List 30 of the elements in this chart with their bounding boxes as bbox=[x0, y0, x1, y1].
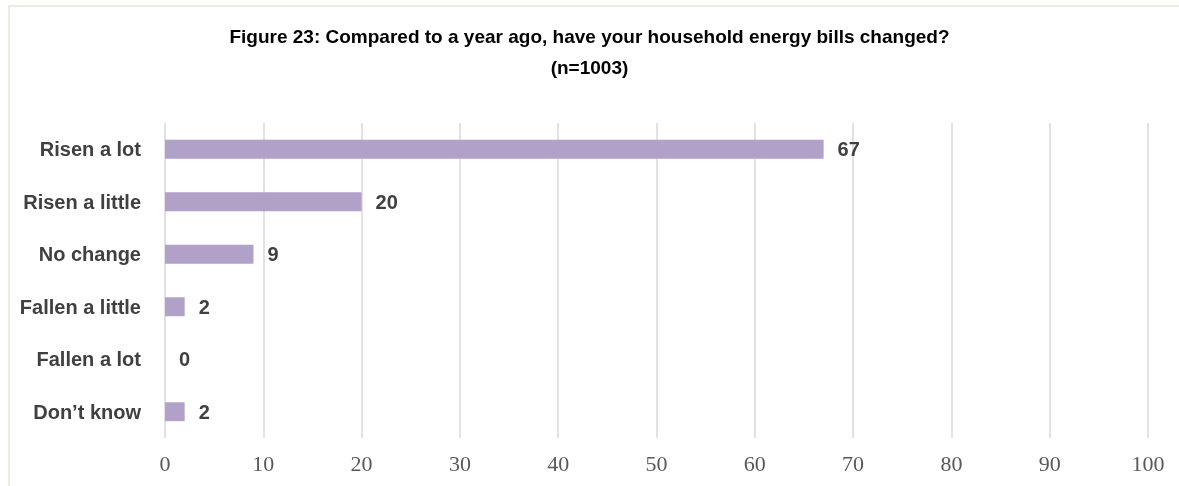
bar bbox=[165, 297, 185, 317]
x-tick-label: 40 bbox=[547, 450, 570, 476]
data-label: 2 bbox=[198, 295, 210, 318]
bar bbox=[165, 244, 254, 264]
x-tick-label: 10 bbox=[252, 450, 275, 476]
x-tick-label: 90 bbox=[1038, 450, 1061, 476]
bar bbox=[165, 139, 824, 159]
x-tick-label: 30 bbox=[448, 450, 471, 476]
chart-subtitle: (n=1003) bbox=[550, 57, 629, 78]
y-tick-label: Fallen a lot bbox=[36, 348, 142, 371]
x-tick-label: 100 bbox=[1131, 450, 1165, 476]
x-tick-label: 50 bbox=[645, 450, 668, 476]
y-tick-label: Risen a little bbox=[23, 190, 141, 213]
bar bbox=[165, 402, 185, 422]
y-tick-label: Fallen a little bbox=[19, 295, 141, 318]
data-label: 0 bbox=[179, 348, 191, 371]
data-label: 20 bbox=[375, 190, 398, 213]
data-label: 9 bbox=[267, 243, 279, 266]
x-tick-label: 0 bbox=[159, 450, 171, 476]
y-tick-label: Don’t know bbox=[33, 400, 142, 423]
data-label: 2 bbox=[198, 400, 210, 423]
chart-title: Figure 23: Compared to a year ago, have your household energy bills changed? bbox=[229, 26, 950, 47]
bar bbox=[165, 192, 362, 212]
x-tick-label: 80 bbox=[940, 450, 963, 476]
x-tick-label: 60 bbox=[743, 450, 766, 476]
data-label: 67 bbox=[837, 138, 860, 161]
y-tick-label: Risen a lot bbox=[39, 138, 142, 161]
y-tick-label: No change bbox=[38, 243, 141, 266]
x-tick-label: 20 bbox=[350, 450, 373, 476]
x-tick-label: 70 bbox=[842, 450, 865, 476]
